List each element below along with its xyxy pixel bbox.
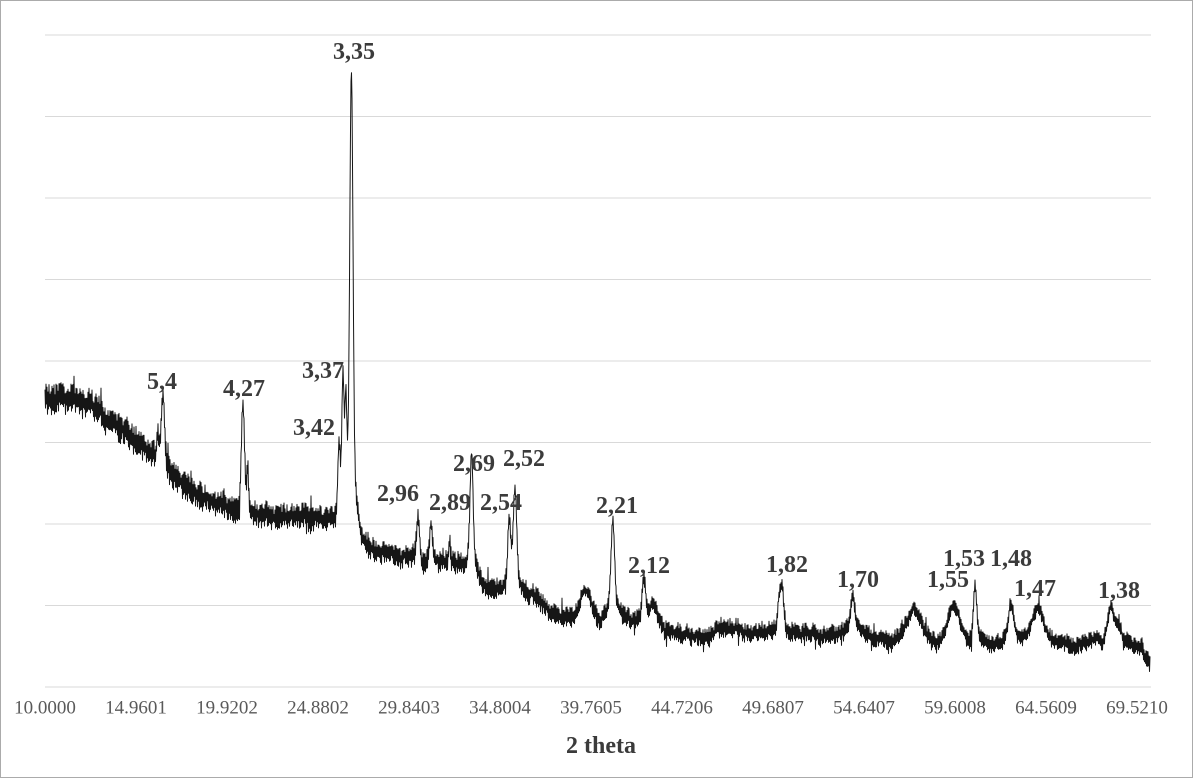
peak-label: 2,54 bbox=[480, 490, 522, 516]
x-axis-tick-label: 24.8802 bbox=[287, 697, 349, 719]
xrd-trace bbox=[44, 72, 1151, 672]
peak-label: 1,53 bbox=[943, 546, 985, 572]
peak-label: 2,96 bbox=[377, 481, 419, 507]
peak-label: 2,52 bbox=[503, 446, 545, 472]
x-axis-tick-label: 64.5609 bbox=[1015, 697, 1077, 719]
x-axis-tick-label: 29.8403 bbox=[378, 697, 440, 719]
peak-label: 1,82 bbox=[766, 552, 808, 578]
x-axis-tick-label: 39.7605 bbox=[560, 697, 622, 719]
peak-label: 2,89 bbox=[429, 490, 471, 516]
x-axis-tick-label: 59.6008 bbox=[924, 697, 986, 719]
x-axis-tick-label: 14.9601 bbox=[105, 697, 167, 719]
peak-label: 3,42 bbox=[293, 415, 335, 441]
peak-label: 2,69 bbox=[453, 451, 495, 477]
peak-label: 1,48 bbox=[990, 546, 1032, 572]
peak-label: 3,35 bbox=[333, 39, 375, 65]
peak-label: 3,37 bbox=[302, 358, 344, 384]
x-axis-tick-label: 54.6407 bbox=[833, 697, 895, 719]
x-axis-tick-label: 10.0000 bbox=[14, 697, 76, 719]
x-axis-tick-label: 19.9202 bbox=[196, 697, 258, 719]
peak-label: 5,4 bbox=[147, 369, 177, 395]
peak-label: 1,70 bbox=[837, 567, 879, 593]
peak-label: 1,38 bbox=[1098, 578, 1140, 604]
peak-label: 4,27 bbox=[223, 376, 265, 402]
peak-label: 2,12 bbox=[628, 553, 670, 579]
x-axis-tick-label: 69.5210 bbox=[1106, 697, 1168, 719]
x-axis-title: 2 theta bbox=[566, 733, 636, 759]
peak-label: 1,55 bbox=[927, 567, 969, 593]
x-axis-tick-label: 44.7206 bbox=[651, 697, 713, 719]
peak-label: 1,47 bbox=[1014, 576, 1056, 602]
peak-label: 2,21 bbox=[596, 493, 638, 519]
x-axis-tick-label: 49.6807 bbox=[742, 697, 804, 719]
x-axis-tick-label: 34.8004 bbox=[469, 697, 531, 719]
